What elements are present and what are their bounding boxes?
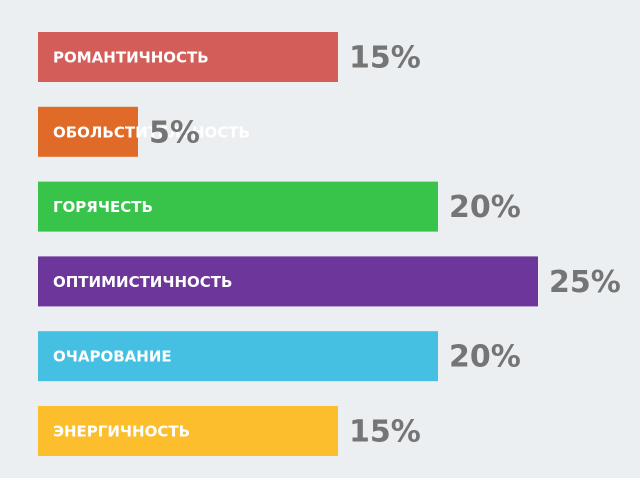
bar-label: ЭНЕРГИЧНОСТЬ: [53, 423, 190, 441]
bar: [38, 181, 438, 232]
value-label: 5%: [149, 115, 200, 150]
bar-label: ОЧАРОВАНИЕ: [53, 348, 172, 366]
bar: [38, 256, 538, 307]
bar-label: ОПТИМИСТИЧНОСТЬ: [53, 273, 232, 291]
bar-label: ГОРЯЧЕСТЬ: [53, 198, 153, 216]
value-label: 25%: [549, 265, 621, 300]
value-label: 20%: [449, 340, 521, 375]
bar: [38, 106, 138, 157]
bar: [38, 331, 438, 382]
bar: [38, 406, 338, 456]
bar: [38, 32, 338, 82]
value-label: 15%: [349, 41, 421, 76]
value-label: 20%: [449, 190, 521, 225]
bar-label: ОБОЛЬСТИТЕЛЬНОСТЬ: [53, 123, 250, 141]
bar-label: РОМАНТИЧНОСТЬ: [53, 49, 209, 67]
value-label: 15%: [349, 415, 421, 450]
